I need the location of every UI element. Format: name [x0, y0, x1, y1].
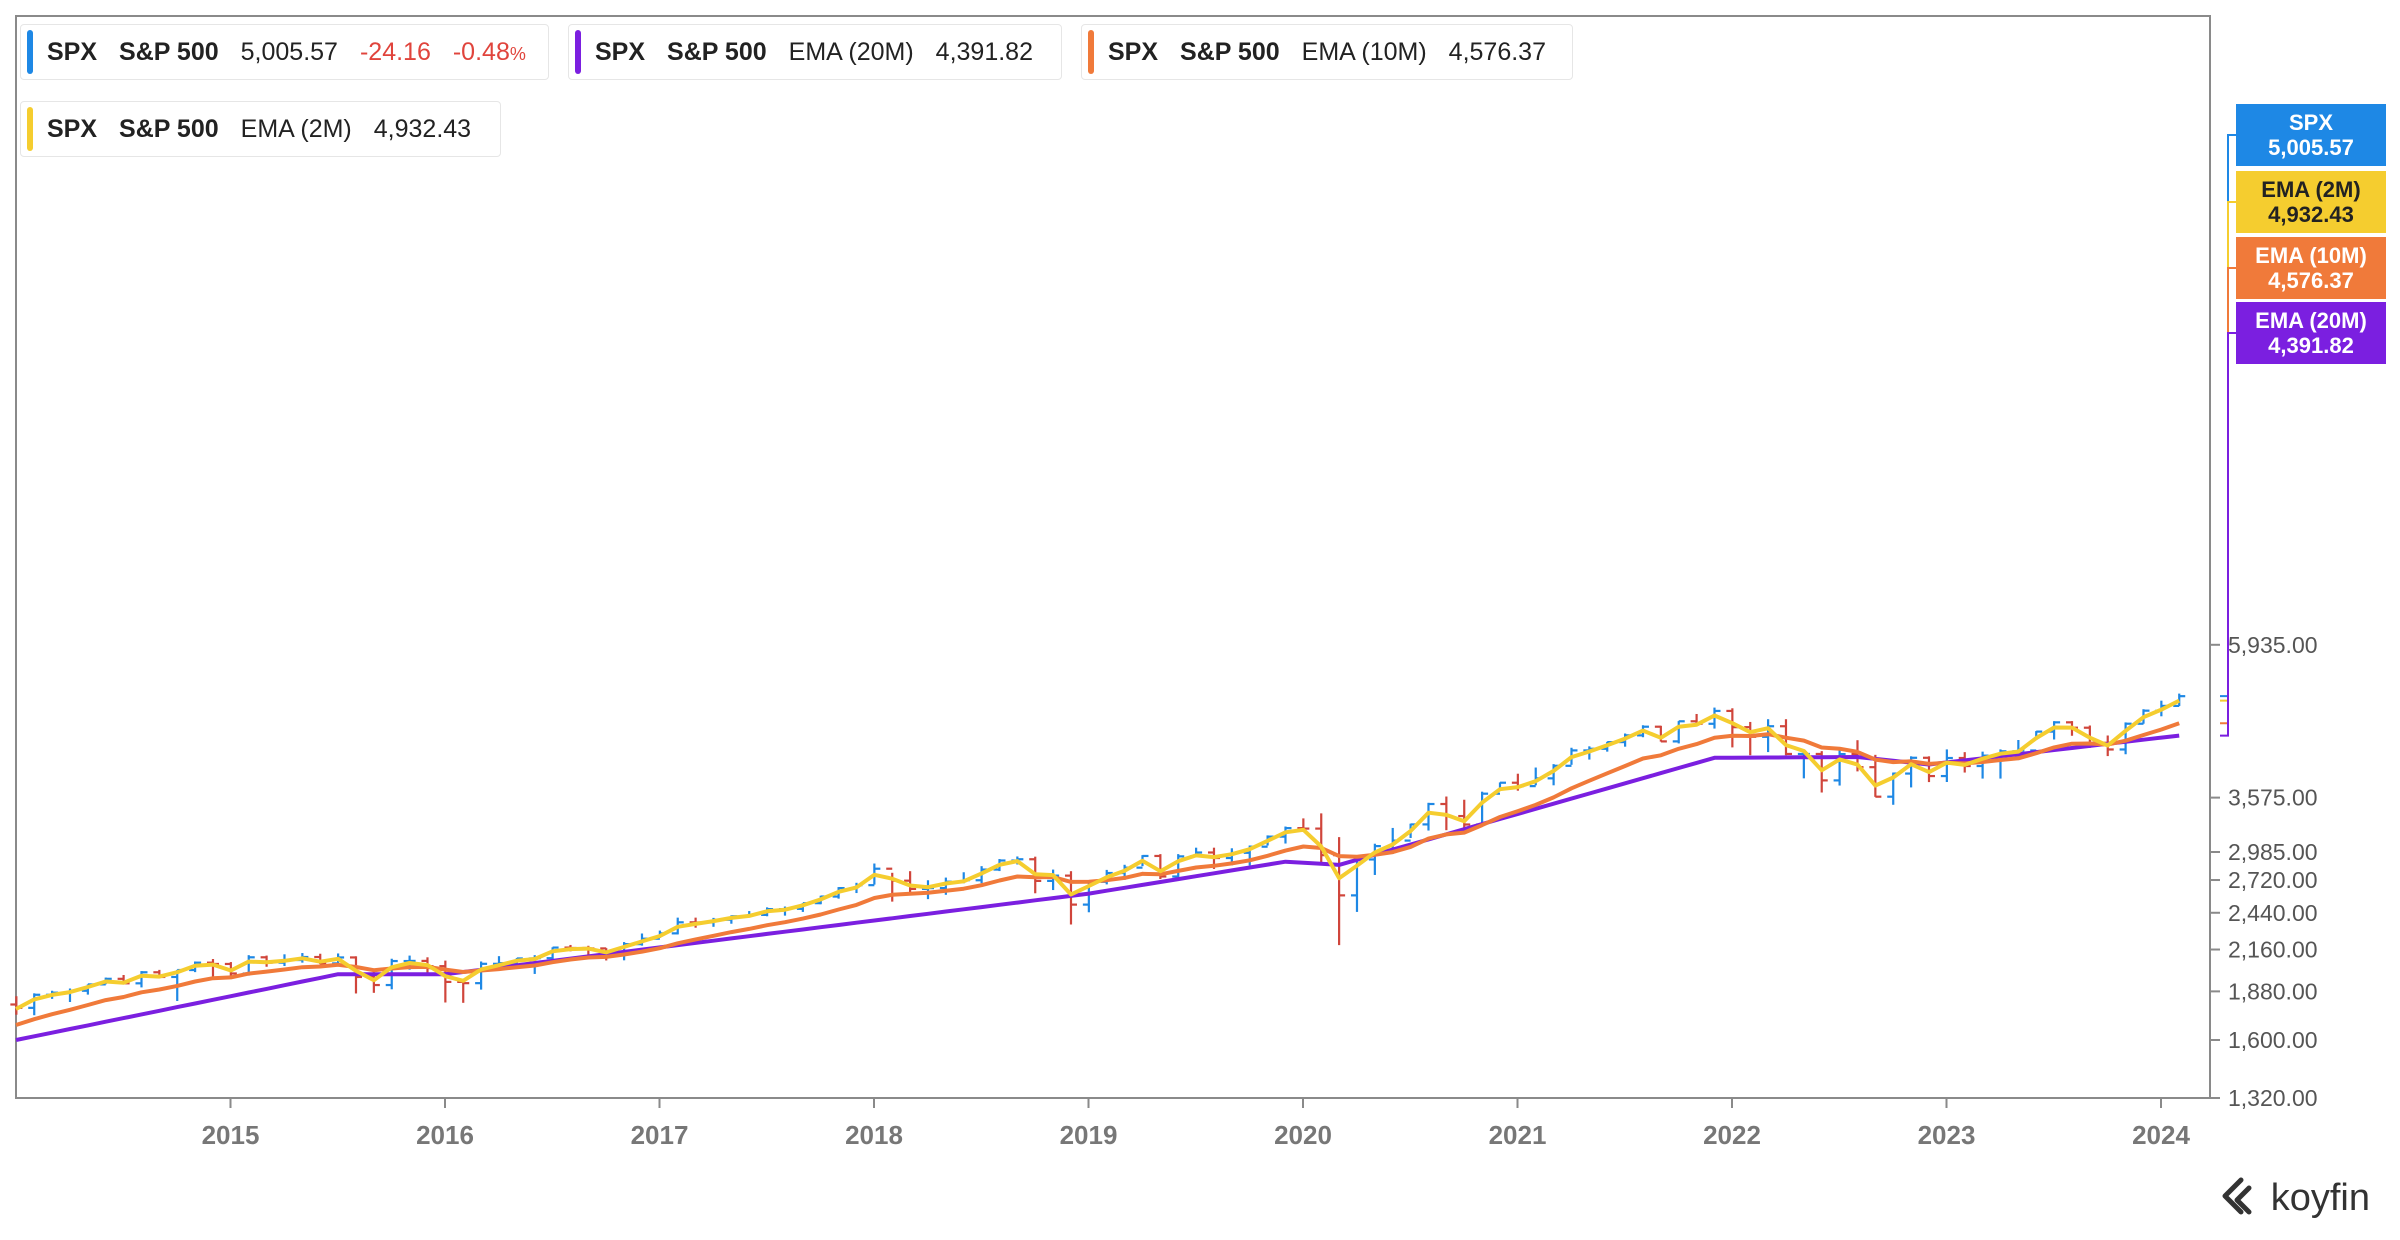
- y-tick-label: 2,720.00: [2228, 867, 2318, 893]
- legend-swatch-spx: [27, 30, 33, 74]
- x-tick-label: 2015: [202, 1120, 260, 1150]
- y-axis: 1,320.00 1,600.00 1,880.00 2,160.00 2,440.00…: [2210, 134, 2318, 1111]
- tag-value: 4,932.43: [2268, 202, 2354, 227]
- legend-change: -24.16: [359, 37, 431, 66]
- ohlc-bar: [2173, 693, 2186, 708]
- legend-percent-value: -0.48: [452, 37, 510, 66]
- legend-value: 4,576.37: [1448, 37, 1546, 66]
- ohlc-bar: [1833, 747, 1846, 786]
- tag-label: SPX: [2288, 110, 2334, 135]
- ohlc-bar: [1922, 756, 1935, 783]
- tag-value: 5,005.57: [2268, 135, 2354, 160]
- y-tick-label: 1,320.00: [2228, 1085, 2318, 1111]
- legend-name: S&P 500: [119, 114, 219, 143]
- tag-value: 4,576.37: [2268, 268, 2354, 293]
- tag-value: 4,391.82: [2268, 333, 2354, 358]
- y-tick-label: 2,440.00: [2228, 900, 2318, 926]
- legend-swatch-ema2: [27, 107, 33, 151]
- legend-symbol: SPX: [47, 37, 98, 66]
- x-tick-label: 2020: [1274, 1120, 1332, 1150]
- ema2-line: [15, 698, 2181, 1011]
- tag-connector: [2220, 332, 2236, 737]
- ohlc-bar: [1869, 754, 1882, 798]
- x-tick-label: 2018: [845, 1120, 903, 1150]
- koyfin-logo-icon: [2222, 1177, 2252, 1215]
- y-tick-label: 2,160.00: [2228, 937, 2318, 963]
- ohlc-bar: [28, 993, 41, 1016]
- legend-indicator: EMA (10M): [1301, 37, 1427, 66]
- x-tick-label: 2024: [2132, 1120, 2190, 1150]
- x-tick-label: 2016: [416, 1120, 474, 1150]
- y-tick-label: 1,600.00: [2228, 1027, 2318, 1053]
- legend-ema20[interactable]: SPX S&P 500 EMA (20M) 4,391.82: [568, 24, 1062, 80]
- price-tag-ema10: EMA (10M) 4,576.37: [2236, 237, 2386, 299]
- ohlc-bar: [1708, 707, 1721, 729]
- legend-spx[interactable]: SPX S&P 500 5,005.57 -24.16 -0.48%: [20, 24, 549, 80]
- legend-indicator: EMA (20M): [788, 37, 914, 66]
- legend-ema10[interactable]: SPX S&P 500 EMA (10M) 4,576.37: [1081, 24, 1573, 80]
- y-tick-label: 3,575.00: [2228, 785, 2318, 811]
- legend-value: 5,005.57: [240, 37, 338, 66]
- legend-swatch-ema10: [1088, 30, 1094, 74]
- ohlc-bar: [2119, 722, 2132, 755]
- y-tick-label: 2,985.00: [2228, 839, 2318, 865]
- legend-symbol: SPX: [595, 37, 646, 66]
- y-tick-label: 1,880.00: [2228, 978, 2318, 1004]
- legend-symbol: SPX: [1108, 37, 1159, 66]
- legend-indicator: EMA (2M): [240, 114, 352, 143]
- koyfin-logo-text: koyfin: [2270, 1176, 2370, 1219]
- y-tick-label: 5,935.00: [2228, 632, 2318, 658]
- price-tag-ema20: EMA (20M) 4,391.82: [2236, 302, 2386, 364]
- legend-ema2[interactable]: SPX S&P 500 EMA (2M) 4,932.43: [20, 101, 501, 157]
- ohlc-bar: [904, 871, 917, 896]
- legend-value: 4,391.82: [935, 37, 1033, 66]
- ema20-line: [15, 733, 2180, 1042]
- ohlc-bar: [1172, 854, 1185, 880]
- price-tag-ema2: EMA (2M) 4,932.43: [2236, 171, 2386, 233]
- x-tick-label: 2019: [1060, 1120, 1118, 1150]
- legend-name: S&P 500: [667, 37, 767, 66]
- ema-lines: [15, 698, 2181, 1042]
- legend-name: S&P 500: [119, 37, 219, 66]
- ohlc-bar: [475, 961, 488, 990]
- koyfin-logo[interactable]: koyfin: [2219, 1176, 2370, 1220]
- ohlc-bar: [1368, 843, 1381, 875]
- legend-value: 4,932.43: [373, 114, 472, 143]
- x-axis: 2015 2016 2017 2018 2019 2020 2021 2022 2023 2024: [202, 1098, 2190, 1150]
- x-tick-label: 2022: [1703, 1120, 1761, 1150]
- x-tick-label: 2023: [1918, 1120, 1976, 1150]
- tag-label: EMA (20M): [2255, 308, 2367, 333]
- legend-name: S&P 500: [1180, 37, 1280, 66]
- legend-symbol: SPX: [47, 114, 98, 143]
- legend-percent: -0.48%: [453, 38, 526, 67]
- ohlc-bar: [1940, 749, 1953, 783]
- plot-frame: [15, 15, 2211, 1099]
- x-tick-label: 2017: [631, 1120, 689, 1150]
- ohlc-bar: [1422, 802, 1435, 831]
- tag-label: EMA (2M): [2261, 177, 2361, 202]
- price-tag-spx: SPX 5,005.57: [2236, 104, 2386, 166]
- tag-label: EMA (10M): [2255, 243, 2367, 268]
- legend-swatch-ema20: [575, 30, 581, 74]
- x-tick-label: 2021: [1489, 1120, 1547, 1150]
- legend-percent-sign: %: [509, 43, 526, 64]
